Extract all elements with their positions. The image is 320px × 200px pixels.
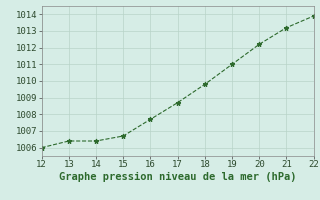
X-axis label: Graphe pression niveau de la mer (hPa): Graphe pression niveau de la mer (hPa) (59, 172, 296, 182)
